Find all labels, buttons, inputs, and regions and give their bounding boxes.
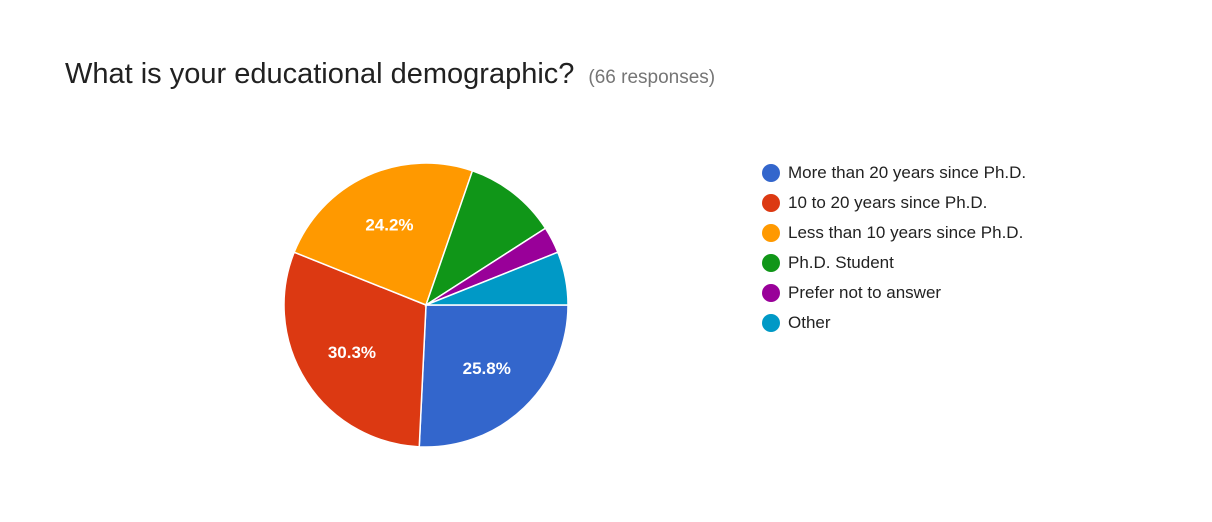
response-count: (66 responses) [588, 67, 716, 88]
pie-chart: 25.8% 30.3% 24.2% [283, 162, 569, 448]
legend-swatch [762, 254, 780, 272]
legend-label: 10 to 20 years since Ph.D. [788, 193, 988, 212]
legend-label: More than 20 years since Ph.D. [788, 163, 1027, 182]
legend-item-other: Other [762, 308, 1026, 338]
legend-item-ph-d-student: Ph.D. Student [762, 248, 1026, 278]
legend-label: Prefer not to answer [788, 283, 942, 302]
legend-swatch [762, 284, 780, 302]
legend-swatch [762, 224, 780, 242]
pie-slice-ph-d-student [424, 169, 547, 307]
legend-item-prefer-not-to-answer: Prefer not to answer [762, 278, 1026, 308]
pie-slice-more-than-20-years-since-ph-d [418, 304, 569, 448]
chart-header: What is your educational demographic? (6… [65, 58, 715, 91]
legend-label: Ph.D. Student [788, 253, 894, 272]
legend-swatch [762, 164, 780, 182]
pie-slice-less-than-10-years-since-ph-d [293, 162, 474, 306]
pie-label-10-to-20-years-since-ph-d: 30.3% [328, 343, 376, 362]
legend-swatch [762, 314, 780, 332]
legend-label: Other [788, 313, 831, 332]
legend-item-10-to-20-years-since-ph-d: 10 to 20 years since Ph.D. [762, 188, 1026, 218]
legend-item-more-than-20-years-since-ph-d: More than 20 years since Ph.D. [762, 158, 1026, 188]
legend-item-less-than-10-years-since-ph-d: Less than 10 years since Ph.D. [762, 218, 1026, 248]
pie-label-less-than-10-years-since-ph-d: 24.2% [365, 215, 413, 234]
chart-legend: More than 20 years since Ph.D. 10 to 20 y… [762, 158, 1026, 338]
legend-swatch [762, 194, 780, 212]
pie-slice-10-to-20-years-since-ph-d [283, 251, 427, 448]
legend-label: Less than 10 years since Ph.D. [788, 223, 1024, 242]
pie-slice-other [425, 251, 569, 306]
chart-title: What is your educational demographic? [65, 58, 575, 90]
pie-label-more-than-20-years-since-ph-d: 25.8% [463, 359, 511, 378]
